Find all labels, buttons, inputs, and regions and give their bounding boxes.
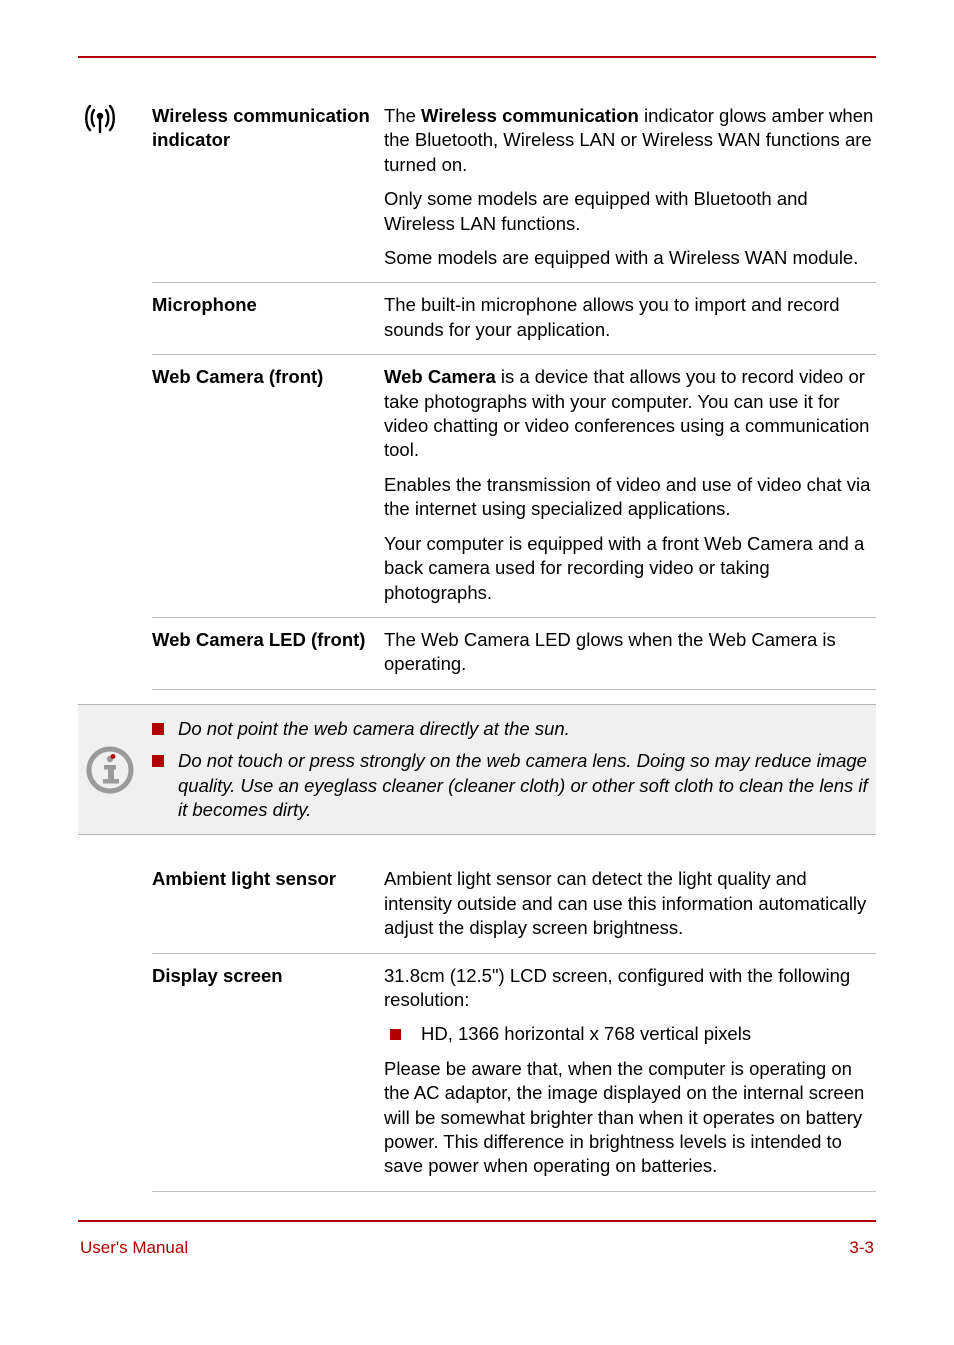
bullet-icon <box>152 755 164 767</box>
definitions-section-1: Wireless communication indicator The Wir… <box>78 94 876 690</box>
footer-left: User's Manual <box>80 1238 188 1258</box>
term-display: Display screen <box>152 964 384 1179</box>
term-ambient: Ambient light sensor <box>152 867 384 940</box>
bold: Web Camera <box>384 366 496 387</box>
bottom-rule <box>78 1220 876 1222</box>
page-footer: User's Manual 3-3 <box>78 1238 876 1258</box>
t: The <box>384 105 421 126</box>
row-web-camera-front: Web Camera (front) Web Camera is a devic… <box>152 355 876 618</box>
bullet-text: HD, 1366 horizontal x 768 vertical pixel… <box>421 1023 751 1044</box>
note-item-1: Do not point the web camera directly at … <box>178 717 570 741</box>
desc-wireless: The Wireless communication indicator glo… <box>384 104 876 270</box>
bold: Wireless communication <box>421 105 639 126</box>
definitions-section-2: Ambient light sensor Ambient light senso… <box>152 857 876 1191</box>
t: Only some models are equipped with Bluet… <box>384 187 876 236</box>
term-wireless: Wireless communication indicator <box>152 104 384 270</box>
footer-right: 3-3 <box>849 1238 874 1258</box>
t: Enables the transmission of video and us… <box>384 473 876 522</box>
row-display-screen: Display screen 31.8cm (12.5") LCD screen… <box>152 954 876 1192</box>
t: Your computer is equipped with a front W… <box>384 532 876 605</box>
t: Ambient light sensor can detect the ligh… <box>384 867 876 940</box>
note-box: Do not point the web camera directly at … <box>78 704 876 836</box>
desc-webcam: Web Camera is a device that allows you t… <box>384 365 876 605</box>
top-rule <box>78 56 876 58</box>
bullet-icon <box>390 1029 401 1040</box>
term-webcam: Web Camera (front) <box>152 365 384 605</box>
note-item-2: Do not touch or press strongly on the we… <box>178 749 868 822</box>
t: Please be aware that, when the computer … <box>384 1057 876 1179</box>
info-icon <box>78 705 152 835</box>
note-text: Do not point the web camera directly at … <box>152 705 876 835</box>
row-microphone: Microphone The built-in microphone allow… <box>152 283 876 355</box>
row-web-camera-led: Web Camera LED (front) The Web Camera LE… <box>152 618 876 690</box>
row-ambient-light: Ambient light sensor Ambient light senso… <box>152 857 876 953</box>
t: The built-in microphone allows you to im… <box>384 293 876 342</box>
term-microphone: Microphone <box>152 293 384 342</box>
row-wireless-indicator: Wireless communication indicator The Wir… <box>152 94 876 283</box>
desc-ambient: Ambient light sensor can detect the ligh… <box>384 867 876 940</box>
bullet-icon <box>152 723 164 735</box>
desc-webcam-led: The Web Camera LED glows when the Web Ca… <box>384 628 876 677</box>
t: The Web Camera LED glows when the Web Ca… <box>384 628 876 677</box>
desc-microphone: The built-in microphone allows you to im… <box>384 293 876 342</box>
wireless-icon <box>78 94 152 140</box>
t: 31.8cm (12.5") LCD screen, configured wi… <box>384 964 876 1013</box>
t: Some models are equipped with a Wireless… <box>384 246 876 270</box>
term-webcam-led: Web Camera LED (front) <box>152 628 384 677</box>
desc-display: 31.8cm (12.5") LCD screen, configured wi… <box>384 964 876 1179</box>
